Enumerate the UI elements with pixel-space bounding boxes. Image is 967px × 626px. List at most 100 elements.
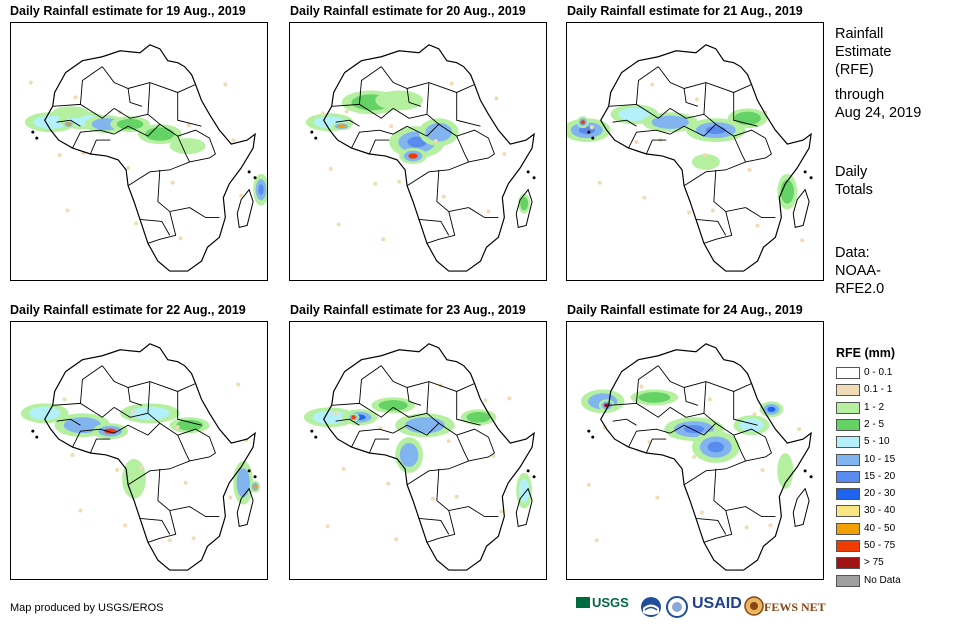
country-border (101, 66, 196, 93)
rainfall-trace (707, 397, 712, 402)
rainfall-trace (586, 482, 591, 487)
rainfall-trace (70, 452, 75, 457)
country-border (177, 434, 191, 462)
rainfall-trace (594, 538, 599, 543)
africa-coastline (600, 44, 812, 272)
country-border (80, 365, 103, 404)
rainfall-trace (639, 384, 644, 389)
map-panel-3 (566, 22, 824, 281)
legend-label: 1 - 2 (864, 401, 885, 413)
panel-title-5: Daily Rainfall estimate for 23 Aug., 201… (290, 303, 526, 317)
country-border (101, 365, 196, 392)
country-border (56, 119, 81, 127)
rainfall-trace (597, 180, 602, 185)
country-border (52, 103, 115, 119)
rainfall-area (129, 406, 170, 420)
country-border (438, 422, 489, 438)
africa-map (580, 343, 813, 571)
rainfall-trace (702, 152, 707, 157)
panel-title-2: Daily Rainfall estimate for 20 Aug., 201… (290, 4, 526, 18)
country-border (765, 137, 772, 159)
country-border (669, 406, 705, 418)
rainfall-trace (650, 82, 655, 87)
country-border (209, 436, 216, 458)
rainfall-area (58, 108, 83, 117)
country-border (147, 211, 177, 244)
rainfall-area (404, 448, 414, 462)
panel-title-1: Daily Rainfall estimate for 19 Aug., 201… (10, 4, 246, 18)
africa-coastline (600, 343, 812, 571)
country-border (669, 107, 705, 119)
rainfall-trace (507, 396, 512, 401)
country-border (159, 422, 210, 438)
rainfall-area (145, 127, 175, 141)
madagascar-outline (236, 188, 254, 229)
country-border (113, 107, 149, 119)
rainfall-area (432, 127, 446, 137)
country-border (335, 119, 360, 127)
rainfall-trace (373, 181, 378, 186)
rainfall-trace (62, 397, 67, 402)
rainfall-trace (336, 222, 341, 227)
rainfall-area (466, 411, 491, 423)
rainfall-trace (430, 496, 435, 501)
africa-map (24, 44, 267, 272)
rainfall-trace (441, 194, 446, 199)
rainfall-trace (333, 411, 338, 416)
island (310, 429, 314, 433)
country-border (608, 402, 671, 418)
usgs-logo: USGS (576, 595, 629, 610)
country-border (456, 391, 481, 426)
legend-swatch (836, 488, 860, 501)
rainfall-trace (28, 80, 33, 85)
country-border (426, 82, 440, 125)
rainfall-trace (446, 439, 451, 444)
country-border (645, 139, 667, 155)
country-border (52, 402, 115, 418)
island (591, 136, 595, 140)
rainfall-area (351, 415, 356, 420)
country-border (683, 88, 699, 107)
rainfall-area (378, 400, 408, 411)
legend-label: > 75 (864, 557, 884, 569)
rainfall-trace (710, 208, 715, 213)
rainfall-trace (744, 525, 749, 530)
island (253, 475, 257, 479)
rainfall-trace (502, 151, 507, 156)
country-border (89, 139, 111, 155)
rainfall-area (696, 156, 716, 168)
country-border (380, 365, 475, 392)
country-border (147, 510, 177, 543)
rainfall-area (126, 465, 143, 493)
rainfall-trace (752, 412, 757, 417)
legend-title: RFE (mm) (836, 346, 896, 360)
madagascar-outline (515, 188, 533, 229)
rainfall-trace (126, 165, 131, 170)
rainfall-trace (65, 208, 70, 213)
country-border (157, 169, 190, 213)
rainfall-trace (642, 195, 647, 200)
country-border (636, 365, 659, 404)
rainfall-area (414, 421, 436, 430)
rainfall-trace (115, 467, 120, 472)
country-border (406, 387, 422, 406)
rainfall-trace (797, 427, 802, 432)
side-through-date: through Aug 24, 2019 (835, 87, 922, 121)
madagascar-outline (792, 487, 810, 528)
country-border (426, 510, 456, 543)
island (31, 130, 35, 134)
legend-label: No Data (864, 574, 901, 586)
rainfall-trace (325, 524, 330, 529)
rainfall-trace (239, 193, 244, 198)
rainfall-trace (223, 82, 228, 87)
country-border (715, 422, 766, 438)
rainfall-trace (386, 481, 391, 486)
country-border (488, 436, 495, 458)
rainfall-area (779, 458, 791, 483)
rainfall-trace (170, 180, 175, 185)
island (31, 429, 35, 433)
country-border (127, 157, 210, 187)
legend-swatch (836, 384, 860, 397)
rainfall-area (116, 118, 144, 130)
island (532, 176, 536, 180)
